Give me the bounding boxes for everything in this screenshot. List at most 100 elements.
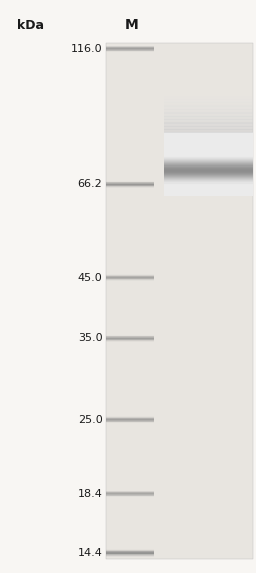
Bar [164, 165, 253, 167]
Bar [164, 182, 253, 183]
Bar [164, 128, 253, 129]
Bar [106, 494, 154, 495]
Bar [164, 168, 253, 170]
Bar [164, 109, 253, 111]
Bar [164, 132, 253, 134]
Bar [164, 175, 253, 177]
Bar [164, 176, 253, 178]
Bar [106, 416, 154, 417]
Bar [164, 149, 253, 151]
Bar [106, 45, 154, 46]
Bar [164, 186, 253, 188]
Bar [164, 142, 253, 143]
Bar [164, 152, 253, 154]
Bar [164, 145, 253, 146]
Bar [106, 181, 154, 182]
Bar [106, 421, 154, 422]
Bar [164, 174, 253, 176]
Bar [164, 193, 253, 194]
Bar [164, 138, 253, 139]
Bar [106, 549, 154, 550]
Bar [164, 185, 253, 187]
Bar [164, 136, 253, 138]
Text: 14.4: 14.4 [78, 548, 102, 558]
Bar [164, 122, 253, 124]
Bar [164, 104, 253, 105]
Bar [106, 495, 154, 496]
Bar [106, 338, 154, 339]
Bar [106, 339, 154, 340]
Bar [164, 148, 253, 150]
Bar [164, 180, 253, 182]
Bar [164, 126, 253, 128]
Text: 25.0: 25.0 [78, 415, 102, 425]
Bar [164, 108, 253, 110]
Bar [164, 160, 253, 162]
Bar [106, 341, 154, 342]
Bar [106, 491, 154, 492]
Bar [164, 155, 253, 157]
Bar [164, 101, 253, 103]
Bar [106, 278, 154, 279]
Bar [164, 189, 253, 190]
Bar [106, 550, 154, 551]
Bar [164, 131, 253, 132]
Bar [106, 340, 154, 341]
Bar [106, 46, 154, 47]
Bar [164, 154, 253, 156]
Bar [164, 194, 253, 195]
Bar [164, 123, 253, 125]
Bar [164, 187, 253, 189]
Bar [164, 111, 253, 113]
Bar [106, 554, 154, 555]
Bar [164, 156, 253, 158]
Bar [164, 195, 253, 196]
Bar [106, 555, 154, 556]
Bar [164, 158, 253, 159]
Bar [106, 47, 154, 48]
Bar [164, 184, 253, 186]
Bar [106, 553, 154, 554]
Bar [164, 172, 253, 174]
Bar [164, 166, 253, 167]
Bar [106, 556, 154, 557]
Bar [164, 146, 253, 147]
Text: 45.0: 45.0 [78, 273, 102, 282]
Bar [106, 49, 154, 50]
Text: M: M [125, 18, 139, 32]
Bar [106, 490, 154, 491]
Bar [164, 98, 253, 100]
Bar [106, 180, 154, 181]
Bar [164, 138, 253, 140]
Bar [106, 51, 154, 52]
Bar [106, 496, 154, 497]
Bar [164, 189, 253, 191]
Bar [164, 105, 253, 107]
Bar [164, 99, 253, 101]
Bar [164, 171, 253, 173]
Bar [164, 191, 253, 193]
Bar [106, 557, 154, 558]
Bar [106, 188, 154, 189]
Bar [164, 162, 253, 163]
Bar [106, 276, 154, 277]
Text: 116.0: 116.0 [71, 44, 102, 54]
Bar [164, 129, 253, 131]
Bar [106, 183, 154, 185]
Bar [106, 337, 154, 338]
Bar [164, 150, 253, 152]
Bar [164, 151, 253, 153]
Bar [106, 422, 154, 423]
Bar [106, 182, 154, 183]
Bar [164, 125, 253, 127]
Bar [106, 551, 154, 552]
Bar [106, 336, 154, 337]
Bar [164, 135, 253, 137]
Bar [106, 186, 154, 187]
Bar [106, 43, 253, 559]
Bar [164, 139, 253, 141]
Bar [164, 133, 253, 135]
Bar [164, 143, 253, 144]
Bar [106, 418, 154, 419]
Bar [164, 119, 253, 121]
